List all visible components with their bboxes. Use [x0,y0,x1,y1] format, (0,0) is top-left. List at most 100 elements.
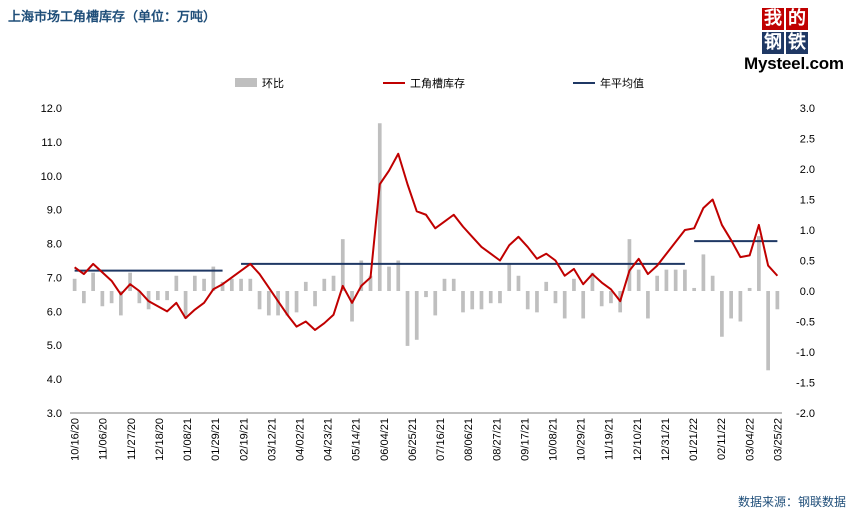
wow-bar [424,291,428,298]
wow-bar [507,263,512,291]
x-tick-label: 05/14/21 [351,418,363,461]
y-right-tick-label: -0.5 [796,317,815,329]
wow-bar [525,291,530,310]
wow-bar [729,291,733,319]
wow-bar [414,291,419,340]
x-tick-label: 03/04/22 [744,418,756,461]
wow-bar [331,275,336,291]
wow-bar [359,260,364,291]
chart-title: 上海市场工角槽库存（单位：万吨） [8,10,217,25]
wow-bar [276,291,280,316]
y-left-tick-label: 6.0 [47,306,62,318]
x-tick-label: 12/18/20 [154,418,166,461]
wow-bar [220,281,225,291]
wow-bar [590,272,595,291]
x-tick-label: 01/29/21 [210,418,222,461]
wow-bar [248,278,253,291]
y-left-tick-label: 8.0 [47,239,62,251]
wow-bar [442,278,447,291]
y-right-tick-label: 3.0 [800,103,815,115]
wow-bar [396,260,401,291]
wow-bar [266,291,271,316]
wow-bar [488,291,493,304]
legend-label-line: 工角槽库存 [410,76,465,90]
wow-bar [673,269,678,291]
wow-bar [655,275,660,291]
wow-bar [211,266,216,291]
wow-bar [377,123,382,291]
x-tick-label: 11/27/20 [126,418,138,460]
y-right-tick-label: -2.0 [796,408,815,420]
wow-bar [155,291,160,301]
wow-bar [646,291,650,319]
x-tick-label: 10/16/20 [70,418,82,461]
logo-char-4: 铁 [786,32,808,54]
wow-bar [109,291,114,304]
wow-bar [664,269,669,291]
y-left-tick-label: 7.0 [47,272,62,284]
wow-bar [627,239,632,291]
data-source: 数据来源：钢联数据 [737,495,846,509]
x-tick-label: 06/04/21 [379,418,391,461]
x-tick-label: 08/27/21 [491,418,503,461]
x-tick-label: 04/02/21 [295,418,307,461]
wow-bar [239,278,243,291]
wow-bar [683,269,687,291]
logo-char-2: 的 [786,8,808,30]
wow-bar [535,291,539,313]
y-right-tick-label: 1.0 [800,225,815,237]
wow-bar [192,275,197,291]
wow-bar [738,291,743,322]
inventory-series-line [74,152,779,331]
y-left-tick-label: 4.0 [47,374,62,386]
wow-bar [516,275,521,291]
wow-bar [470,291,475,310]
wow-bar [128,272,132,291]
x-tick-label: 10/29/21 [576,418,588,461]
wow-bar [100,291,105,307]
wow-bar [82,291,86,304]
wow-bar [322,278,327,291]
x-tick-label: 01/08/21 [182,418,194,461]
wow-bar [350,291,354,322]
wow-bar [72,278,77,291]
y-right-tick-label: 0.0 [800,286,815,298]
wow-bar [609,291,613,304]
x-tick-label: 01/21/22 [688,418,700,461]
wow-bar [710,275,715,291]
wow-bar [119,291,123,316]
y-right-tick-label: -1.5 [796,378,815,390]
wow-bar [498,291,502,304]
wow-bar [599,291,604,307]
wow-bar [405,291,410,346]
x-tick-label: 04/23/21 [323,418,335,461]
x-tick-label: 03/25/22 [772,418,784,461]
x-tick-label: 08/06/21 [463,418,475,461]
y-right-tick-label: 2.0 [800,164,815,176]
wow-bar [747,287,752,291]
wow-bar [285,291,290,316]
wow-bar [174,275,179,291]
y-right-tick-label: 0.5 [800,256,815,268]
legend-label-avg: 年平均值 [600,76,644,90]
wow-bar [775,291,780,310]
y-right-tick-label: 1.5 [800,195,815,207]
wow-bar [91,272,95,291]
x-tick-label: 11/19/21 [604,418,616,460]
logo-char-1: 我 [762,8,784,30]
wow-bar [303,281,308,291]
wow-bar [202,278,206,291]
x-tick-label: 09/17/21 [519,418,531,461]
legend: 环比 工角槽库存 年平均值 [235,76,644,90]
x-tick-label: 07/16/21 [435,418,447,461]
wow-bar [553,291,558,304]
wow-bar [720,291,724,337]
y-left-tick-label: 10.0 [41,171,62,183]
wow-bar [165,291,169,301]
y-left-tick-label: 5.0 [47,340,62,352]
mysteel-logo: 我 的 钢 铁 Mysteel.com [742,6,858,73]
wow-bar [544,281,549,291]
logo-char-3: 钢 [762,32,784,54]
wow-bar [433,291,438,316]
wow-bar [461,291,465,313]
